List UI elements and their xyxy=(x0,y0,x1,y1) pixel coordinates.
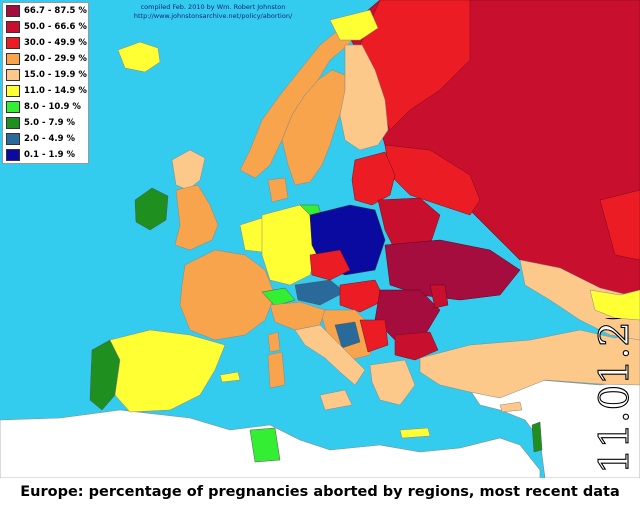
legend-swatch xyxy=(6,21,20,33)
legend-label: 5.0 - 7.9 % xyxy=(24,118,76,128)
legend-label: 0.1 - 1.9 % xyxy=(24,150,76,160)
legend-item: 20.0 - 29.9 % xyxy=(3,51,88,67)
legend-item: 0.1 - 1.9 % xyxy=(3,147,88,163)
legend-swatch xyxy=(6,85,20,97)
credit-text: compiled Feb. 2010 by Wm. Robert Johnsto… xyxy=(118,3,308,21)
legend-item: 2.0 - 4.9 % xyxy=(3,131,88,147)
legend-swatch xyxy=(6,37,20,49)
legend-label: 50.0 - 66.6 % xyxy=(24,22,87,32)
russia-west-red xyxy=(384,144,481,216)
legend-item: 11.0 - 14.9 % xyxy=(3,83,88,99)
europe-map xyxy=(0,0,640,478)
legend-label: 11.0 - 14.9 % xyxy=(24,86,87,96)
caucasus xyxy=(589,289,640,321)
switzerland xyxy=(261,287,296,307)
finland xyxy=(339,44,389,151)
ukraine xyxy=(384,239,521,301)
turkey xyxy=(419,329,640,399)
credit-line2: http://www.johnstonsarchive.net/policy/a… xyxy=(133,12,293,20)
italy-south xyxy=(294,324,366,386)
legend-swatch xyxy=(6,101,20,113)
legend-swatch xyxy=(6,133,20,145)
russia-south xyxy=(519,259,640,341)
austria xyxy=(294,279,346,306)
legend-swatch xyxy=(6,117,20,129)
legend-item: 8.0 - 10.9 % xyxy=(3,99,88,115)
ireland xyxy=(134,187,169,231)
north-africa-green xyxy=(249,427,281,463)
balearics xyxy=(219,371,241,383)
legend-label: 2.0 - 4.9 % xyxy=(24,134,76,144)
sicily xyxy=(319,389,353,411)
france xyxy=(179,249,276,341)
date-stamp: 11.01.2011 xyxy=(591,318,638,475)
map-caption: Europe: percentage of pregnancies aborte… xyxy=(0,478,640,505)
cyprus xyxy=(499,401,523,413)
moldova xyxy=(429,284,449,309)
israel xyxy=(531,421,543,453)
legend-item: 66.7 - 87.5 % xyxy=(3,3,88,19)
bosnia xyxy=(334,321,361,349)
legend-item: 15.0 - 19.9 % xyxy=(3,67,88,83)
legend-label: 8.0 - 10.9 % xyxy=(24,102,81,112)
serbia xyxy=(359,319,389,353)
map-legend: 66.7 - 87.5 % 50.0 - 66.6 % 30.0 - 49.9 % 2… xyxy=(2,2,89,164)
credit-line1: compiled Feb. 2010 by Wm. Robert Johnsto… xyxy=(140,3,286,11)
legend-swatch xyxy=(6,149,20,161)
czechia xyxy=(309,249,351,281)
legend-swatch xyxy=(6,69,20,81)
north-cape xyxy=(329,9,379,41)
england xyxy=(174,184,219,251)
legend-item: 50.0 - 66.6 % xyxy=(3,19,88,35)
germany xyxy=(261,204,319,286)
legend-item: 30.0 - 49.9 % xyxy=(3,35,88,51)
legend-item: 5.0 - 7.9 % xyxy=(3,115,88,131)
legend-label: 15.0 - 19.9 % xyxy=(24,70,87,80)
spain xyxy=(109,329,226,413)
scotland xyxy=(171,149,206,191)
corsica xyxy=(267,331,281,353)
greece xyxy=(369,359,416,406)
date-stamp-text: 11.01.2011 xyxy=(592,318,638,474)
iceland xyxy=(117,41,161,73)
denmark xyxy=(267,177,289,203)
kazakh-region xyxy=(599,189,640,261)
legend-label: 66.7 - 87.5 % xyxy=(24,6,87,16)
sardinia xyxy=(267,351,286,389)
legend-swatch xyxy=(6,5,20,17)
legend-label: 30.0 - 49.9 % xyxy=(24,38,87,48)
crete xyxy=(399,427,431,439)
bulgaria xyxy=(394,331,439,361)
legend-swatch xyxy=(6,53,20,65)
legend-label: 20.0 - 29.9 % xyxy=(24,54,87,64)
hungary xyxy=(339,279,386,313)
